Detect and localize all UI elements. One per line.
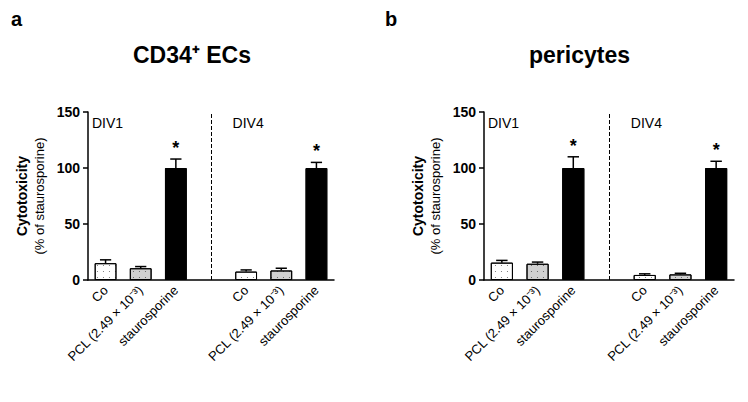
svg-text:150: 150 [57, 104, 81, 120]
svg-text:(% of staurosporine): (% of staurosporine) [32, 137, 47, 254]
svg-text:b: b [385, 8, 397, 30]
svg-text:PCL (2.49 × 10⁻³): PCL (2.49 × 10⁻³) [205, 282, 287, 364]
svg-text:a: a [11, 8, 23, 30]
svg-text:Co: Co [485, 283, 507, 305]
svg-text:(% of staurosporine): (% of staurosporine) [428, 137, 443, 254]
svg-text:CD34⁺ ECs: CD34⁺ ECs [133, 42, 251, 68]
svg-text:Co: Co [628, 283, 650, 305]
svg-text:staurosporine: staurosporine [655, 283, 721, 349]
svg-text:staurosporine: staurosporine [255, 283, 321, 349]
svg-text:DIV4: DIV4 [631, 115, 662, 131]
svg-text:staurosporine: staurosporine [512, 283, 578, 349]
svg-text:*: * [570, 136, 577, 156]
svg-text:150: 150 [453, 104, 477, 120]
svg-text:100: 100 [453, 160, 477, 176]
svg-text:PCL (2.49 × 10⁻³): PCL (2.49 × 10⁻³) [461, 282, 543, 364]
svg-text:staurosporine: staurosporine [115, 283, 181, 349]
svg-text:0: 0 [72, 272, 80, 288]
svg-text:Co: Co [229, 283, 251, 305]
svg-text:DIV4: DIV4 [233, 115, 264, 131]
svg-text:100: 100 [57, 160, 81, 176]
svg-text:50: 50 [460, 216, 476, 232]
svg-text:50: 50 [64, 216, 80, 232]
svg-text:DIV1: DIV1 [488, 115, 519, 131]
svg-text:Cytotoxicity: Cytotoxicity [410, 156, 426, 236]
svg-text:*: * [313, 141, 320, 161]
svg-text:DIV1: DIV1 [92, 115, 123, 131]
svg-text:PCL (2.49 × 10⁻³): PCL (2.49 × 10⁻³) [64, 282, 146, 364]
svg-text:0: 0 [468, 272, 476, 288]
svg-text:Cytotoxicity: Cytotoxicity [14, 156, 30, 236]
svg-text:*: * [713, 140, 720, 160]
svg-text:*: * [172, 138, 179, 158]
svg-text:pericytes: pericytes [529, 42, 630, 68]
svg-text:PCL (2.49 × 10⁻³): PCL (2.49 × 10⁻³) [604, 282, 686, 364]
svg-text:Co: Co [89, 283, 111, 305]
